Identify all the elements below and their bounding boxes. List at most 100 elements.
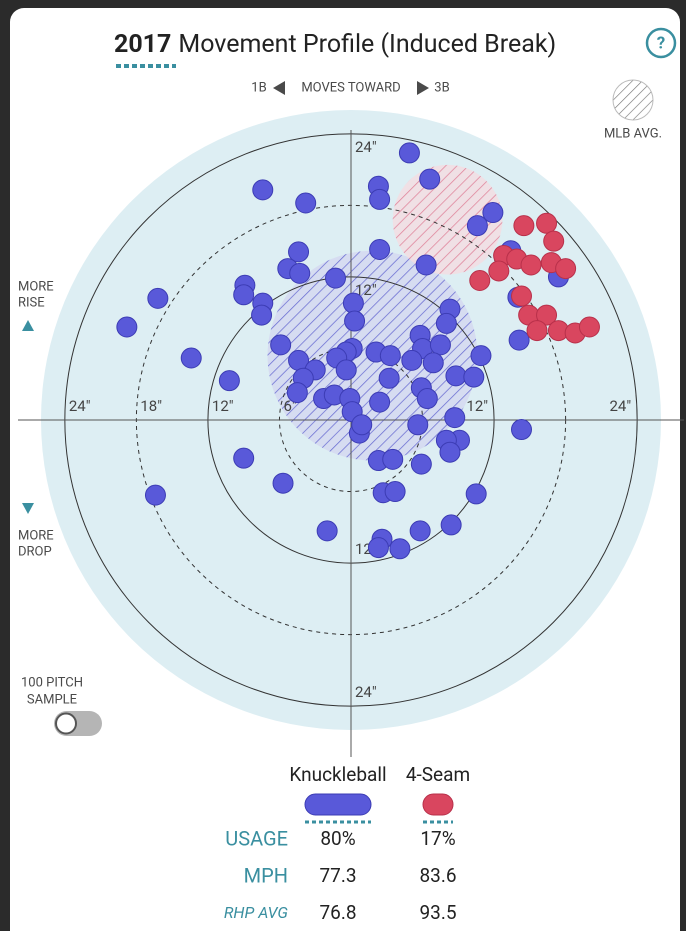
pitch-dot [439, 441, 461, 463]
ring-label: 24" [69, 397, 91, 415]
pitch-dot [543, 230, 565, 252]
pitch-dot [520, 254, 542, 276]
pitch-dot [379, 345, 401, 367]
pitch-dot [429, 334, 451, 356]
legend-swatch [422, 793, 454, 816]
legend: Knuckleball 4-Seam USAGE 80% 17% MPH 77.3 83.6 R… [224, 763, 470, 924]
row-value: 77.3 [319, 864, 356, 887]
title-text: Movement Profile (Induced Break) [178, 30, 556, 59]
pitch-dot [422, 352, 444, 374]
plot-area: 6"12" 12"12"12"18"24" 24"24"24" [18, 110, 684, 757]
pitch-dot [369, 391, 391, 413]
drop-arrow [22, 503, 34, 514]
pitch-dot [435, 312, 457, 334]
pitch-dot [445, 365, 467, 387]
pitch-dot [270, 334, 292, 356]
pitch-dot [233, 447, 255, 469]
help-text: ? [657, 33, 665, 53]
pitch-dot [144, 484, 166, 506]
rise-arrow [22, 320, 34, 331]
pitch-dot [555, 258, 577, 280]
pitch-dot [252, 179, 274, 201]
pitch-dot [401, 349, 423, 371]
direction-right: 3B [434, 80, 449, 95]
pitch-dot [463, 366, 485, 388]
pitch-dot [526, 320, 548, 342]
row-label: USAGE [225, 826, 288, 850]
pitch-dot [286, 382, 308, 404]
title-year: 2017 [114, 30, 171, 59]
pitch-dot [465, 483, 487, 505]
legend-label: 4-Seam [406, 763, 470, 786]
pitch-dot [147, 287, 169, 309]
pitch-dot [508, 329, 530, 351]
pitch-dot [180, 347, 202, 369]
pitch-dot [578, 316, 600, 338]
pitch-dot [369, 188, 391, 210]
pitch-dot [389, 538, 411, 560]
pitch-dot [251, 304, 273, 326]
pitch-dot [325, 267, 346, 289]
direction-middle: MOVES TOWARD [301, 80, 400, 95]
rise-label: RISE [18, 295, 45, 310]
pitch-dot [466, 215, 488, 237]
pitch-dot [378, 367, 400, 389]
legend-swatch [304, 793, 372, 816]
pitch-dot [407, 414, 429, 436]
pitch-dot [416, 388, 438, 410]
row-label: RHP AVG [224, 903, 289, 922]
pitch-dot [409, 520, 431, 542]
pitch-dot [536, 212, 558, 234]
pitch-dot [536, 304, 558, 326]
pitch-dot [511, 285, 532, 307]
row-value: 83.6 [419, 864, 456, 887]
legend-label: Knuckleball [289, 763, 386, 786]
row-value: 76.8 [319, 901, 356, 924]
pitch-dot [116, 316, 138, 338]
ring-label: 24" [355, 138, 377, 156]
arrow-right [417, 81, 429, 95]
pitch-dot [415, 254, 437, 276]
pitch-dot [470, 345, 492, 367]
pitch-dot [469, 270, 491, 291]
help-icon[interactable] [645, 27, 677, 59]
pitch-dot [369, 239, 391, 260]
pitch-dot [289, 262, 311, 284]
drop-label: DROP [18, 544, 52, 559]
pitch-dot [513, 215, 535, 237]
pitch-dot [482, 202, 504, 224]
pitch-dot [410, 453, 432, 475]
pitch-dot [384, 481, 406, 503]
mlb-avg-icon [612, 79, 654, 121]
pitch-dot [382, 448, 404, 470]
pitch-dot [440, 514, 462, 536]
pitch-dot [344, 310, 366, 332]
arrow-left [273, 81, 285, 95]
pitch-dot [342, 292, 364, 314]
pitch-dot [398, 142, 420, 164]
sample-label: SAMPLE [27, 692, 77, 707]
mlb-avg-label: MLB AVG. [604, 126, 662, 141]
ring-label: 12" [212, 397, 234, 415]
pitch-dot [316, 520, 338, 542]
drop-label: MORE [18, 528, 54, 543]
ring-label: 24" [609, 397, 631, 415]
chart-title: 2017 Movement Profile (Induced Break) [114, 30, 556, 59]
pitch-dot [488, 260, 510, 282]
sample-label: 100 PITCH [21, 675, 83, 690]
row-value: 80% [320, 827, 355, 850]
ring-label: 24" [355, 683, 377, 701]
pitch-dot [444, 407, 466, 429]
ring-label: 12" [355, 281, 377, 299]
pitch-dot [511, 419, 532, 441]
row-label: MPH [244, 863, 288, 887]
pitch-dot [367, 537, 389, 559]
ring-label: 12" [466, 397, 488, 415]
pitch-dot [419, 168, 441, 190]
pitch-dot [218, 370, 240, 392]
toggle-knob [55, 712, 77, 735]
pitch-dot [295, 192, 317, 214]
pitch-dot [233, 284, 255, 306]
row-value: 17% [420, 827, 455, 850]
pitch-dot [272, 472, 294, 494]
